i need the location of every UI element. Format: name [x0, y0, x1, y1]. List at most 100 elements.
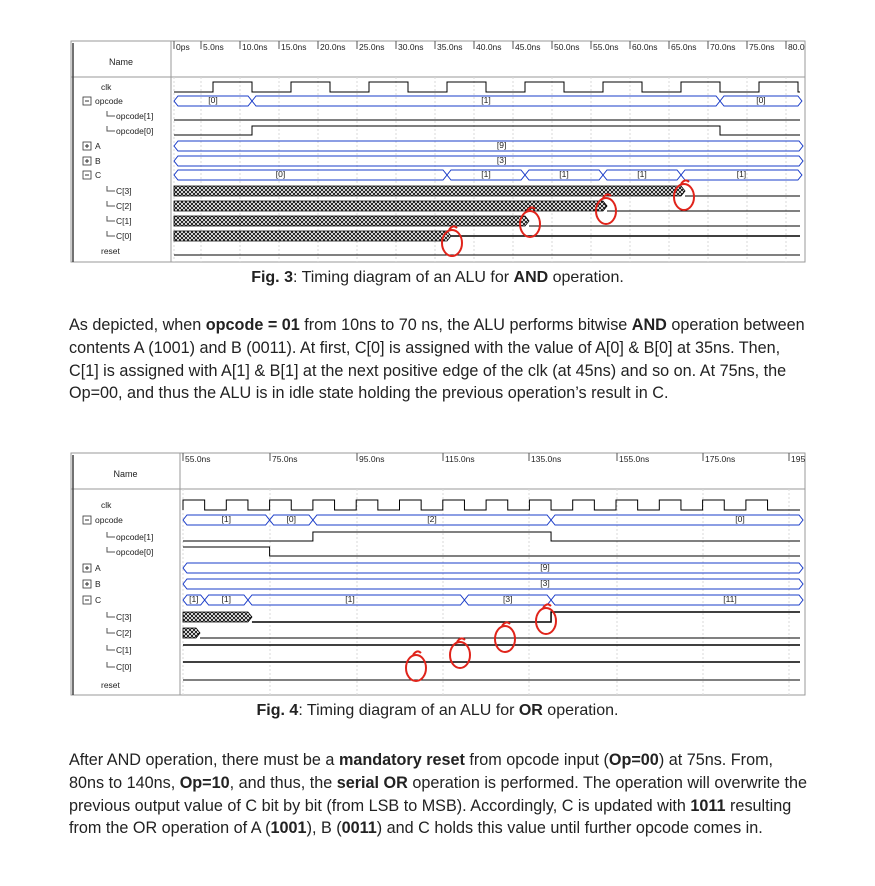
fig3-annotation-c2 [595, 197, 617, 225]
fig3-signal-A-label: A [95, 141, 101, 151]
fig3-A-value: [9] [497, 140, 506, 150]
fig4-tick-label: 55.0ns [185, 454, 211, 464]
fig3-signal-C0-label: C[0] [116, 231, 132, 241]
fig4-signal-opcode-label: opcode [95, 515, 123, 525]
fig3-opcode-value: [0] [208, 95, 217, 105]
fig4-signal-C2-tree [106, 628, 115, 634]
fig3-tick-label: 80.0 [788, 42, 805, 52]
para1-run: As depicted, when [69, 316, 206, 334]
fig4-C2-undefined [182, 627, 201, 639]
para2-run: After AND operation, there must be a [69, 751, 339, 769]
fig4-C3-undefined [182, 611, 253, 623]
fig3-annotation-c2-tail [602, 193, 612, 199]
fig4-opcode-bus [550, 514, 804, 526]
para1-run: operation between contents A (1001) and … [69, 316, 805, 403]
fig4-opcode1-wave [183, 531, 800, 542]
fig4-frame [70, 452, 806, 696]
fig3-signal-opcode-label: opcode [95, 96, 123, 106]
fig3-C-value: [0] [276, 169, 285, 179]
fig3-signal-C0-tree [106, 231, 115, 237]
fig4-signal-opcode1-label: opcode[1] [116, 532, 153, 542]
para2-run: operation is performed. The operation wi… [69, 773, 808, 815]
fig3-C-value: [1] [637, 169, 646, 179]
fig4-tick-label: 95.0ns [359, 454, 385, 464]
fig3-C-value: [1] [737, 169, 746, 179]
fig4-opcode-value: [2] [427, 514, 436, 524]
fig4-signal-C3-tree [106, 612, 115, 618]
fig3-signal-opcode0-tree [106, 126, 115, 132]
fig3-signal-B-label: B [95, 156, 101, 166]
para2-run: Op=10 [179, 773, 230, 792]
fig3-signal-opcode0-label: opcode[0] [116, 126, 153, 136]
fig3-tick-label: 30.0ns [398, 42, 424, 52]
fig3-signal-opcode1-label: opcode[1] [116, 111, 153, 121]
fig3-annotation-c3 [673, 183, 695, 211]
fig4-B-value: [3] [540, 578, 549, 588]
para2-run: serial OR [336, 773, 408, 792]
fig4-timing-diagram: Name 55.0ns 75.0ns 95.0ns 115.0ns 135.0ns 155.… [70, 452, 806, 696]
fig3-tick-label: 70.0ns [710, 42, 736, 52]
fig3-C-value: [1] [559, 169, 568, 179]
fig4-name-header: Name [113, 469, 137, 479]
fig4-C-bus [550, 594, 804, 606]
fig3-opcode-value: [0] [756, 95, 765, 105]
fig4-annotation-c3-tail [542, 603, 552, 609]
fig4-annotation-c1 [449, 641, 471, 669]
fig4-C-value: [1] [222, 594, 231, 604]
fig3-C3-undefined [173, 185, 686, 197]
fig4-C-value: [1] [345, 594, 354, 604]
fig3-tick-label: 20.0ns [320, 42, 346, 52]
fig3-C2-undefined [173, 200, 608, 212]
fig3-opcode-bus [719, 95, 803, 107]
fig4-tick-label: 195 [791, 454, 805, 464]
fig3-C1-undefined [173, 215, 530, 227]
para2-run: from opcode input ( [464, 751, 609, 769]
para2-run: 1011 [690, 796, 726, 815]
fig3-C-value: [1] [481, 169, 490, 179]
fig4-annotation-c1-tail [456, 637, 466, 643]
fig3-signal-reset-label: reset [101, 246, 121, 256]
fig3-C0-undefined [173, 230, 452, 242]
fig3-tick-label: 75.0ns [749, 42, 775, 52]
fig3-signal-C3-tree [106, 186, 115, 192]
fig3-signal-C1-label: C[1] [116, 216, 132, 226]
fig3-timing-diagram: Name 0ps 5.0ns 10.0ns 15.0ns 20.0ns 25.0ns 30.0… [70, 40, 806, 263]
fig4-C3-wave [251, 611, 800, 623]
para2-run: ) at 75ns. From, 80ns to 140ns, [69, 751, 774, 792]
fig3-signal-C2-tree [106, 201, 115, 207]
fig3-opcode-value: [1] [481, 95, 490, 105]
fig3-signal-C1-tree [106, 216, 115, 222]
fig4-tick-label: 75.0ns [272, 454, 298, 464]
para2-run: ), B ( [306, 819, 342, 838]
fig3-signal-opcode1-tree [106, 111, 115, 117]
fig4-signal-clk-label: clk [101, 500, 112, 510]
fig3-caption: Fig. 3: Timing diagram of an ALU for AND… [251, 269, 624, 286]
fig4-annotation-c0-tail [412, 650, 422, 656]
and-operation-paragraph: As depicted, when opcode = 01 from 10ns … [69, 314, 809, 405]
fig4-signal-C0-tree [106, 662, 115, 668]
para2-run: , and thus, the [229, 773, 337, 792]
para1-run: AND [631, 316, 667, 334]
fig3-signal-C3-label: C[3] [116, 186, 132, 196]
fig4-signal-B-label: B [95, 579, 101, 589]
fig3-annotation-c0-tail [448, 225, 458, 231]
fig3-annotation-c1-tail [526, 206, 536, 212]
fig3-B-bus [173, 155, 804, 167]
fig4-signal-A-label: A [95, 563, 101, 573]
fig4-tick-label: 115.0ns [445, 454, 475, 464]
fig4-signal-C-label: C [95, 595, 101, 605]
fig4-signal-reset-label: reset [101, 680, 121, 690]
fig3-signal-C2-label: C[2] [116, 201, 132, 211]
fig3-tick-label: 5.0ns [203, 42, 224, 52]
fig4-signal-C1-tree [106, 645, 115, 651]
para2-run: Op=00 [608, 751, 659, 769]
para1-run: opcode = 01 [205, 316, 300, 334]
fig4-A-bus [182, 562, 804, 574]
para2-run: 1001 [270, 819, 307, 838]
or-operation-paragraph: After AND operation, there must be a man… [69, 749, 809, 840]
fig4-annotation-c0 [405, 654, 427, 682]
fig3-annotation-c3-tail [680, 179, 690, 185]
para2-run: resulting from the OR operation of A ( [69, 796, 792, 838]
fig3-name-header: Name [109, 57, 133, 67]
fig4-opcode-value: [0] [287, 514, 296, 524]
